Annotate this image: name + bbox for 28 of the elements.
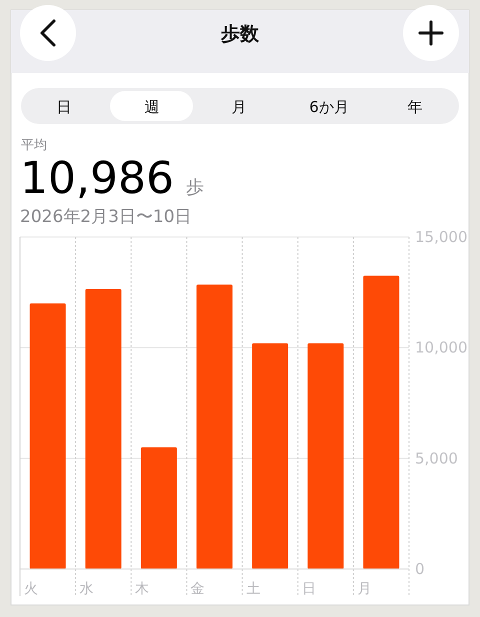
text: 10,986 bbox=[20, 153, 174, 204]
text: 月 bbox=[232, 98, 246, 116]
bar bbox=[196, 284, 232, 569]
bar bbox=[30, 303, 66, 569]
x-tick-label: 月 bbox=[357, 581, 372, 597]
text: 歩 bbox=[186, 177, 204, 198]
text: 週 bbox=[144, 98, 160, 116]
bar bbox=[308, 343, 344, 569]
text: 6か月 bbox=[309, 98, 349, 116]
x-tick-label: 金 bbox=[190, 581, 205, 597]
y-tick-label: 0 bbox=[415, 560, 425, 578]
x-tick-label: 木 bbox=[135, 581, 150, 597]
text: 日 bbox=[56, 98, 72, 116]
y-tick-label: 15,000 bbox=[415, 228, 468, 246]
bar bbox=[85, 289, 122, 569]
bar bbox=[140, 447, 177, 569]
text: 平均 bbox=[21, 138, 47, 153]
x-tick-label: 水 bbox=[80, 581, 94, 597]
y-tick-label: 5,000 bbox=[415, 449, 458, 468]
chart-title: 歩数 bbox=[220, 23, 260, 45]
x-tick-label: 火 bbox=[24, 581, 38, 597]
x-tick-label: 日 bbox=[302, 581, 316, 597]
y-tick-label: 10,000 bbox=[415, 338, 468, 357]
chart-subtitle: 2026年2月3日〜10日 bbox=[20, 207, 192, 227]
text: 年 bbox=[408, 98, 422, 116]
bar bbox=[363, 276, 400, 569]
bar bbox=[252, 343, 288, 569]
x-tick-label: 土 bbox=[246, 581, 260, 597]
